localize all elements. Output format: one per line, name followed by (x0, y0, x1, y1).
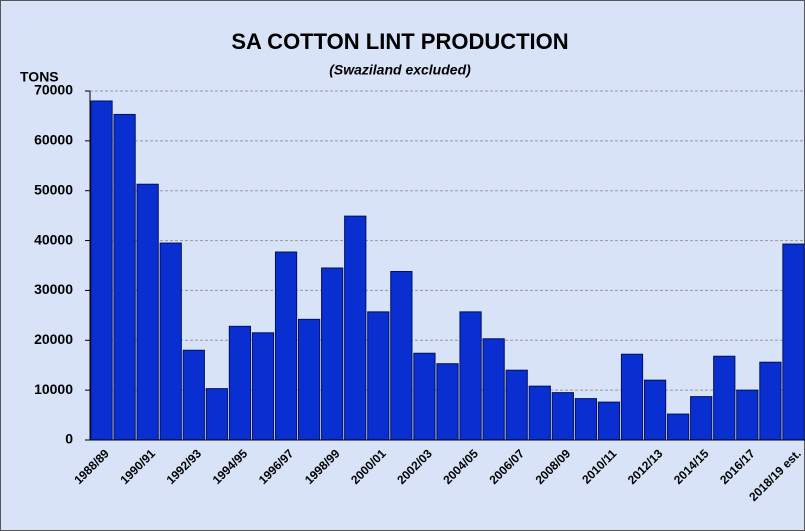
bar (274, 251, 298, 441)
bar (251, 332, 275, 441)
bar (390, 270, 413, 441)
bar (643, 379, 667, 441)
bar (136, 183, 159, 441)
bar (159, 242, 182, 441)
bar (574, 398, 597, 441)
y-axis-label: TONS (20, 69, 59, 85)
bar (482, 338, 505, 441)
chart-subtitle: (Swaziland excluded) (329, 62, 471, 78)
bar (667, 413, 690, 441)
bar (597, 401, 621, 441)
y-tick-label: 20000 (34, 331, 73, 347)
y-tick-label: 0 (65, 431, 73, 447)
y-tick-label: 10000 (34, 381, 73, 397)
bar (436, 363, 459, 441)
bar (113, 113, 136, 441)
bar (759, 361, 782, 441)
bar (90, 100, 113, 441)
bar (228, 325, 252, 441)
y-tick-label: 40000 (34, 231, 73, 247)
y-tick-label: 50000 (34, 181, 73, 197)
bar (620, 353, 644, 441)
y-tick-label: 70000 (34, 82, 73, 98)
bar (782, 243, 805, 441)
bar (505, 369, 528, 441)
y-tick-label: 30000 (34, 281, 73, 297)
bar (298, 318, 321, 441)
bar (528, 385, 551, 441)
bar (736, 389, 759, 441)
bar (344, 215, 367, 441)
chart-title: SA COTTON LINT PRODUCTION (231, 29, 568, 54)
bar (459, 311, 482, 441)
bar (690, 396, 713, 441)
bar (205, 388, 228, 441)
bar (182, 349, 205, 441)
bar (367, 311, 390, 441)
bar (413, 352, 436, 441)
y-tick-label: 60000 (34, 132, 73, 148)
bar (713, 355, 736, 441)
bar (321, 267, 344, 441)
bar (551, 392, 574, 441)
